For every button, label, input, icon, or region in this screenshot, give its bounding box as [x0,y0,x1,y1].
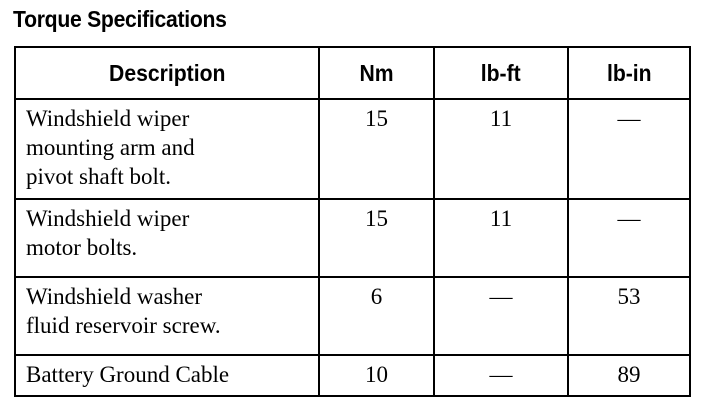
description-line: Battery Ground Cable [26,362,230,387]
cell-lbin: 53 [567,276,691,356]
header-nm: Nm [318,46,435,100]
header-label: lb-ft [481,59,521,86]
description-line: motor bolts. [26,235,138,260]
header-lbin: lb-in [567,46,691,100]
description-line: mounting arm and [26,135,195,160]
description-line: fluid reservoir screw. [26,313,221,338]
header-lbft: lb-ft [433,46,569,100]
table-row: Battery Ground Cable 10—89 [14,354,691,397]
cell-description: Battery Ground Cable [14,354,320,397]
table-row: Windshield wiper mounting arm and pivot sh… [14,98,691,200]
page-title: Torque Specifications [13,6,227,32]
description-line: pivot shaft bolt. [26,164,172,189]
header-label: Description [108,59,226,86]
cell-description: Windshield wiper motor bolts. [14,198,320,278]
table-row: Windshield washer fluid reservoir screw. 6… [14,276,691,356]
description-line: Windshield washer [26,284,203,309]
header-label: lb-in [606,59,652,86]
header-label: Nm [359,59,394,86]
cell-description: Windshield wiper mounting arm and pivot sh… [14,98,320,200]
cell-lbin: — [567,198,691,278]
description-line: Windshield wiper [26,206,190,231]
header-description: Description [14,46,320,100]
table-header-row: Description Nm lb-ft lb-in [14,46,691,100]
cell-nm: 15 [318,198,435,278]
cell-lbin: — [567,98,691,200]
cell-lbft: 11 [433,98,569,200]
cell-lbft: — [433,276,569,356]
cell-description: Windshield washer fluid reservoir screw. [14,276,320,356]
cell-lbft: 11 [433,198,569,278]
cell-lbft: — [433,354,569,397]
table-row: Windshield wiper motor bolts. 15 11— [14,198,691,278]
cell-nm: 10 [318,354,435,397]
description-line: Windshield wiper [26,106,190,131]
cell-nm: 15 [318,98,435,200]
cell-nm: 6 [318,276,435,356]
cell-lbin: 89 [567,354,691,397]
torque-spec-table: Description Nm lb-ft lb-in Windshield wi… [14,46,691,397]
